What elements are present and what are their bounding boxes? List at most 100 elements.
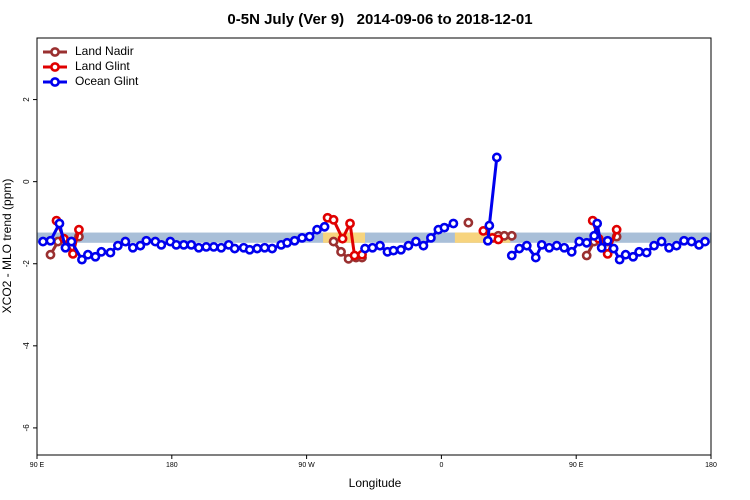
y-tick-label: -2 (22, 260, 31, 268)
x-tick-label: 90 E (30, 462, 45, 469)
point (559, 242, 570, 253)
point (574, 236, 585, 247)
point (252, 243, 263, 254)
point (289, 235, 300, 246)
y-axis-label: XCO2 - MLO trend (ppm) (0, 179, 14, 314)
legend-label: Ocean Glint (75, 74, 139, 88)
x-axis-label: Longitude (349, 476, 402, 490)
point (700, 236, 710, 247)
point (614, 254, 625, 265)
x-tick-label: 180 (705, 462, 717, 469)
y-tick-label: 0 (22, 179, 31, 184)
point (90, 251, 101, 262)
point (491, 152, 502, 163)
point (201, 242, 212, 252)
point (656, 236, 667, 247)
point (45, 235, 56, 246)
point (596, 242, 607, 253)
legend-marker (50, 62, 60, 72)
point (514, 243, 525, 254)
point (426, 232, 436, 243)
x-tick-label: 180 (166, 462, 178, 469)
point (349, 250, 360, 261)
y-tick-label: -4 (22, 342, 31, 350)
point (297, 232, 308, 243)
point (592, 218, 603, 229)
band (37, 232, 711, 243)
point (418, 240, 429, 251)
point (463, 217, 474, 228)
point (337, 233, 348, 244)
legend-marker (50, 77, 60, 87)
point (54, 218, 65, 229)
point (96, 246, 107, 257)
point (589, 230, 600, 241)
point (566, 246, 577, 257)
plot-frame (36, 37, 712, 456)
point (482, 235, 493, 246)
point (105, 247, 116, 258)
point (186, 239, 197, 250)
point (282, 237, 293, 248)
point (328, 236, 339, 247)
point (478, 226, 489, 236)
point (628, 251, 639, 262)
point (244, 244, 255, 255)
point (367, 242, 378, 253)
point (448, 218, 459, 229)
point (506, 250, 517, 261)
point (216, 242, 227, 253)
point (127, 242, 138, 253)
point (620, 249, 631, 260)
point (171, 239, 182, 250)
point (551, 240, 562, 251)
point (68, 248, 78, 259)
chart-title: 0-5N July (Ver 9) 2014-09-06 to 2018-12-… (227, 11, 532, 28)
point (178, 239, 189, 250)
point (581, 237, 592, 248)
point (581, 250, 592, 261)
point (602, 248, 613, 259)
x-tick-label: 90 E (569, 462, 584, 469)
point (193, 242, 204, 253)
point (686, 236, 697, 247)
point (530, 252, 541, 263)
point (45, 249, 56, 260)
point (649, 240, 659, 251)
x-tick-label: 90 W (298, 462, 315, 469)
point (345, 218, 355, 229)
point (634, 246, 645, 257)
legend-marker (50, 47, 60, 57)
point (671, 240, 682, 251)
point (536, 239, 547, 250)
point (493, 234, 504, 245)
point (336, 246, 346, 257)
point (521, 240, 532, 251)
point (544, 242, 555, 253)
point (120, 236, 131, 247)
point (208, 242, 219, 252)
point (411, 236, 421, 247)
y-tick-label: 2 (22, 97, 31, 102)
point (396, 244, 406, 255)
point (77, 254, 87, 265)
point (135, 240, 146, 251)
point (608, 243, 619, 254)
point (112, 240, 123, 251)
point (641, 247, 652, 258)
point (267, 243, 278, 254)
point (312, 224, 322, 235)
point (74, 224, 84, 235)
point (506, 230, 517, 241)
point (38, 236, 48, 247)
point (388, 245, 399, 256)
x-tick-label: 0 (439, 462, 443, 469)
point (439, 222, 450, 233)
y-tick-label: -6 (22, 424, 31, 432)
point (679, 235, 689, 246)
band (454, 232, 511, 243)
legend-label: Land Nadir (75, 44, 134, 58)
point (259, 242, 270, 253)
point (328, 214, 339, 225)
